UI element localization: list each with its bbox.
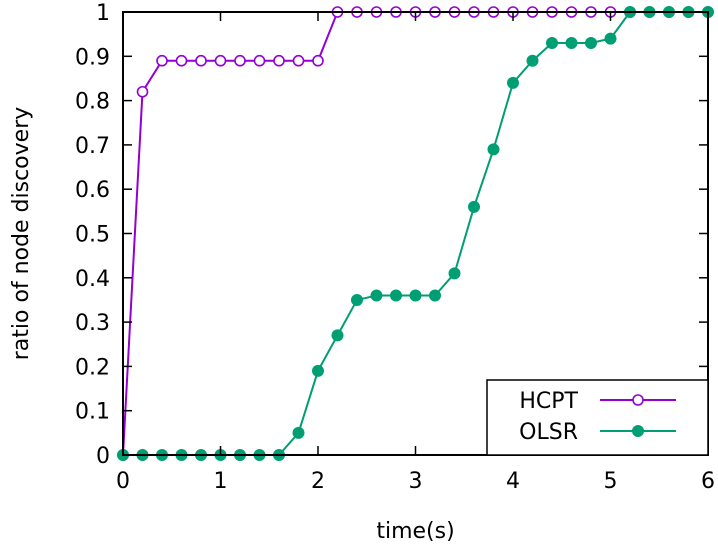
y-axis-title: ratio of node discovery — [9, 107, 34, 361]
data-point-hcpt — [175, 54, 188, 67]
legend-label-olsr: OLSR — [519, 420, 578, 445]
data-point-hcpt — [156, 54, 168, 67]
data-point-hcpt — [195, 54, 207, 67]
data-point-hcpt — [273, 54, 285, 67]
data-point-olsr — [546, 37, 558, 50]
data-point-olsr — [565, 37, 578, 50]
data-point-olsr — [312, 364, 324, 377]
data-point-hcpt — [292, 54, 305, 67]
x-tick-label: 6 — [701, 469, 715, 494]
y-tick-label: 0.5 — [75, 223, 110, 248]
x-tick-label: 5 — [604, 469, 618, 494]
data-point-hcpt — [136, 85, 149, 98]
y-tick-label: 0.9 — [75, 45, 110, 70]
legend-label-hcpt: HCPT — [519, 389, 578, 414]
y-tick-label: 0.2 — [75, 355, 110, 380]
data-point-hcpt — [253, 54, 266, 67]
data-point-olsr — [390, 289, 402, 302]
y-tick-label: 0.1 — [75, 400, 110, 425]
data-point-olsr — [604, 32, 617, 45]
data-point-olsr — [292, 426, 305, 439]
legend-entry-hcpt: HCPT — [519, 389, 676, 414]
data-point-hcpt — [214, 54, 227, 67]
axes-layer: 0 1 2 3 4 5 6 0 0.1 0.2 0.3 0.4 0.5 0.6 0.7 0.8 0.9 1 — [75, 1, 715, 494]
data-point-olsr — [585, 37, 597, 50]
x-axis-title: time(s) — [376, 519, 454, 544]
data-point-olsr — [487, 143, 500, 156]
y-tick-label: 0 — [96, 444, 110, 469]
data-point-olsr — [331, 329, 344, 342]
data-point-hcpt — [234, 54, 246, 67]
x-tick-label: 4 — [506, 469, 520, 494]
data-point-olsr — [448, 267, 461, 280]
data-point-olsr — [429, 289, 441, 302]
y-tick-label: 1 — [96, 1, 110, 26]
x-tick-label: 3 — [409, 469, 423, 494]
y-tick-label: 0.6 — [75, 178, 110, 203]
y-tick-label: 0.8 — [75, 90, 110, 115]
legend-marker-olsr — [632, 425, 644, 437]
data-point-hcpt — [312, 54, 324, 67]
x-tick-label: 2 — [311, 469, 325, 494]
x-tick-label: 0 — [116, 469, 130, 494]
legend-marker-hcpt — [632, 394, 644, 406]
legend-box — [486, 379, 709, 456]
data-point-olsr — [468, 200, 480, 213]
y-tick-label: 0.3 — [75, 311, 110, 336]
y-tick-label: 0.7 — [75, 134, 110, 159]
legend: HCPT OLSR — [486, 379, 709, 456]
data-point-olsr — [507, 76, 519, 89]
x-tick-label: 1 — [214, 469, 228, 494]
data-point-olsr — [526, 54, 539, 67]
data-point-olsr — [351, 293, 363, 306]
data-point-olsr — [370, 289, 383, 302]
legend-entry-olsr: OLSR — [519, 420, 676, 445]
data-point-olsr — [409, 289, 422, 302]
y-tick-label: 0.4 — [75, 267, 110, 292]
